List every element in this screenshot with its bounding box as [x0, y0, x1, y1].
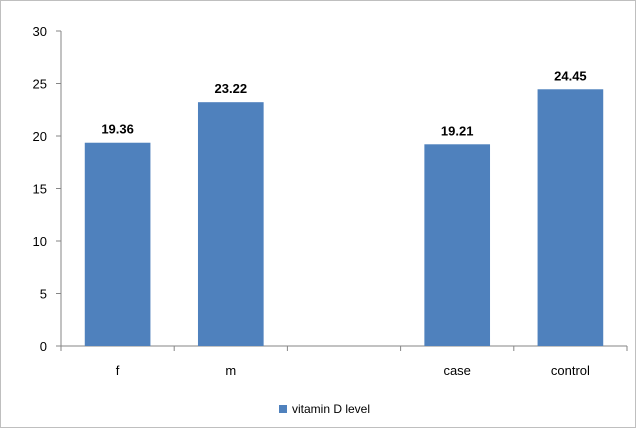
legend-swatch: [279, 405, 287, 413]
bars: [84, 89, 604, 347]
x-tick-label: f: [116, 363, 120, 378]
bar: [197, 102, 264, 346]
data-label: 19.21: [441, 123, 474, 138]
x-tick-label: control: [551, 363, 590, 378]
legend-label: vitamin D level: [292, 402, 370, 416]
data-labels: 19.36 23.22 19.21 24.45: [101, 68, 586, 138]
y-tick-label: 0: [40, 339, 47, 354]
x-tick-label: case: [443, 363, 470, 378]
bar: [84, 142, 151, 346]
bar: [424, 144, 491, 346]
y-tick-label: 15: [33, 182, 47, 197]
y-tick-label: 10: [33, 234, 47, 249]
x-axis: f m case control: [60, 345, 628, 378]
y-tick-label: 25: [33, 77, 47, 92]
y-tick-label: 20: [33, 129, 47, 144]
x-tick-label: m: [225, 363, 236, 378]
y-tick-label: 5: [40, 287, 47, 302]
data-label: 19.36: [101, 122, 134, 137]
legend: vitamin D level: [279, 402, 370, 416]
data-label: 23.22: [215, 81, 248, 96]
data-label: 24.45: [554, 68, 587, 83]
bar: [537, 89, 604, 347]
y-axis: 0 5 10 15 20 25 30: [33, 24, 62, 354]
y-tick-label: 30: [33, 24, 47, 39]
